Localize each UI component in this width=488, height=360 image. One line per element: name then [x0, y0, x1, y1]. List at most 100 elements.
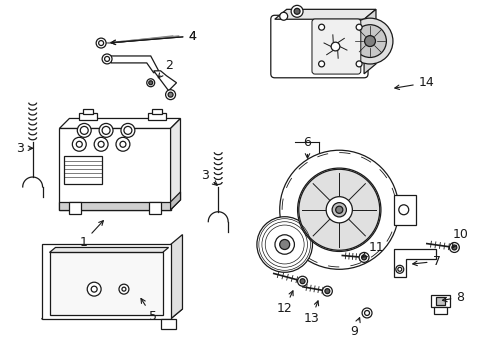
Circle shape: [99, 123, 113, 137]
Circle shape: [346, 18, 392, 64]
Circle shape: [98, 141, 104, 147]
Circle shape: [331, 203, 346, 217]
Circle shape: [279, 12, 287, 20]
Circle shape: [274, 235, 294, 254]
Circle shape: [279, 239, 289, 249]
Circle shape: [146, 79, 154, 87]
Circle shape: [94, 137, 108, 151]
Circle shape: [87, 282, 101, 296]
Polygon shape: [364, 9, 375, 74]
Circle shape: [76, 141, 82, 147]
Circle shape: [448, 243, 458, 252]
Circle shape: [398, 205, 408, 215]
Text: 8: 8: [442, 291, 464, 303]
Text: 9: 9: [349, 318, 359, 338]
Circle shape: [324, 289, 329, 294]
Circle shape: [300, 279, 305, 284]
Circle shape: [330, 42, 339, 51]
Circle shape: [361, 255, 366, 260]
Circle shape: [99, 41, 103, 46]
Bar: [60, 129, 170, 210]
Text: 6: 6: [303, 136, 311, 158]
Polygon shape: [170, 118, 180, 210]
Text: 2: 2: [158, 59, 172, 78]
Circle shape: [325, 197, 352, 223]
Circle shape: [116, 137, 130, 151]
Circle shape: [298, 169, 379, 250]
Circle shape: [395, 265, 403, 273]
Circle shape: [165, 90, 175, 100]
Text: 12: 12: [276, 291, 292, 315]
Circle shape: [318, 24, 324, 30]
Circle shape: [168, 92, 173, 97]
Circle shape: [358, 252, 368, 262]
Text: 5: 5: [141, 298, 156, 323]
Circle shape: [335, 206, 342, 213]
Bar: [435, 297, 445, 305]
Polygon shape: [111, 56, 158, 73]
Text: 4: 4: [111, 30, 196, 45]
Bar: [79, 113, 97, 121]
Text: 14: 14: [394, 76, 433, 90]
Circle shape: [451, 245, 456, 250]
Bar: [429, 295, 449, 307]
Bar: [49, 252, 163, 315]
Text: 10: 10: [451, 228, 468, 248]
Circle shape: [353, 25, 386, 58]
Circle shape: [102, 126, 110, 134]
Circle shape: [361, 308, 371, 318]
Polygon shape: [170, 192, 180, 210]
Polygon shape: [170, 235, 182, 319]
Circle shape: [72, 137, 86, 151]
Circle shape: [293, 8, 300, 14]
Text: 13: 13: [303, 301, 319, 325]
Text: 3: 3: [16, 142, 33, 155]
Text: 11: 11: [362, 241, 384, 257]
Bar: [83, 109, 93, 113]
FancyBboxPatch shape: [311, 19, 360, 74]
Circle shape: [355, 24, 361, 30]
Circle shape: [96, 38, 106, 48]
Polygon shape: [49, 247, 168, 252]
Circle shape: [297, 168, 380, 251]
Text: 4: 4: [111, 30, 196, 45]
Polygon shape: [153, 71, 176, 91]
Circle shape: [123, 126, 132, 134]
Polygon shape: [148, 202, 161, 214]
Circle shape: [318, 61, 324, 67]
Text: 7: 7: [412, 255, 440, 268]
Circle shape: [104, 57, 109, 62]
Bar: [147, 113, 165, 121]
Circle shape: [364, 36, 375, 46]
Polygon shape: [161, 319, 175, 329]
Circle shape: [364, 310, 369, 315]
Circle shape: [122, 287, 126, 291]
Bar: [60, 202, 170, 210]
Circle shape: [91, 286, 97, 292]
Polygon shape: [41, 309, 182, 319]
Polygon shape: [274, 9, 375, 19]
Circle shape: [77, 123, 91, 137]
Bar: [393, 195, 415, 225]
Bar: [433, 307, 447, 314]
Circle shape: [322, 286, 332, 296]
Text: 1: 1: [79, 221, 103, 249]
Circle shape: [80, 126, 88, 134]
Circle shape: [121, 123, 135, 137]
Circle shape: [355, 61, 361, 67]
Circle shape: [119, 284, 129, 294]
Text: 3: 3: [201, 168, 217, 185]
Circle shape: [290, 5, 303, 17]
Bar: [64, 156, 102, 184]
Polygon shape: [393, 249, 435, 277]
Bar: [41, 244, 170, 319]
FancyBboxPatch shape: [270, 15, 367, 78]
Circle shape: [397, 267, 401, 271]
Circle shape: [120, 141, 126, 147]
Bar: [151, 109, 162, 113]
Circle shape: [279, 150, 398, 269]
Circle shape: [297, 276, 307, 286]
Polygon shape: [69, 202, 81, 214]
Circle shape: [102, 54, 112, 64]
Circle shape: [148, 81, 152, 85]
